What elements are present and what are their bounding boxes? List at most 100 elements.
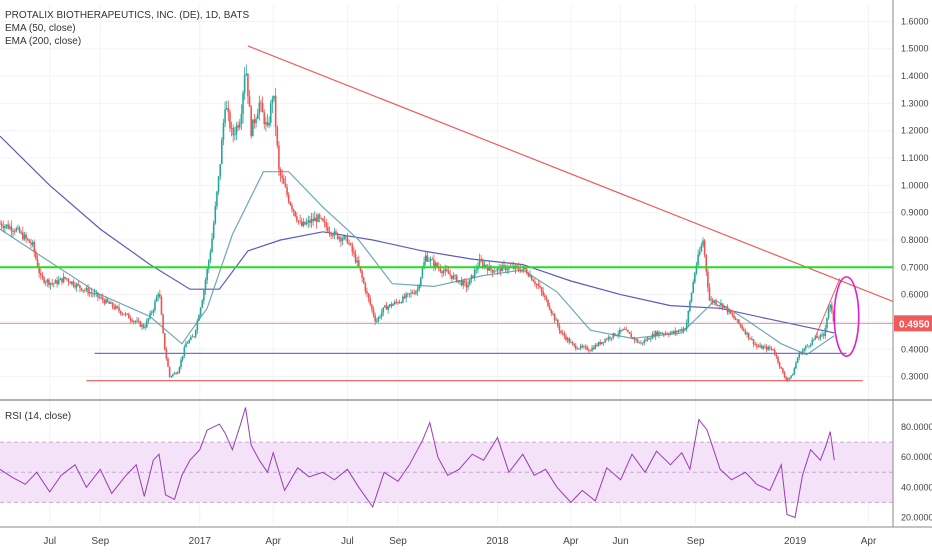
candle-body (506, 269, 509, 271)
candle-body (54, 280, 57, 284)
candle-body (522, 267, 525, 270)
candle-body (286, 187, 288, 195)
candle-body (25, 234, 27, 239)
candle-body (167, 358, 169, 367)
candle-body (217, 176, 220, 192)
candle-body (201, 300, 204, 308)
candle-body (532, 280, 535, 282)
candle-body (113, 306, 115, 309)
candle-body (129, 318, 132, 320)
candle-body (759, 345, 761, 347)
candle-body (116, 306, 119, 308)
candle-body (623, 329, 626, 330)
candle-body (612, 333, 615, 338)
candle-body (335, 231, 337, 234)
candle-body (537, 284, 540, 286)
time-tick-label: 2017 (189, 536, 212, 547)
candle-body (558, 325, 561, 331)
candle-body (131, 319, 133, 322)
highlight-ellipse (833, 276, 860, 357)
candle-body (808, 345, 810, 347)
candle-body (128, 313, 130, 319)
candle-body (207, 260, 210, 269)
candle-body (172, 374, 174, 377)
ema200-legend[interactable]: EMA (200, close) (5, 36, 82, 47)
candle-body (141, 324, 143, 327)
candle-body (692, 282, 694, 293)
candle-body (526, 269, 528, 274)
candle-body (159, 293, 161, 297)
candle-body (49, 282, 52, 285)
candle-body (209, 252, 212, 261)
time-tick-label: Jul (43, 536, 56, 547)
candle-body (196, 320, 199, 331)
candle-body (574, 345, 577, 349)
candle-body (671, 331, 673, 333)
candle-body (390, 304, 393, 306)
rsi-legend[interactable]: RSI (14, close) (5, 411, 72, 422)
candle-body (341, 239, 344, 242)
candle-body (389, 304, 391, 307)
candle-body (543, 295, 546, 298)
candle-body (738, 319, 740, 324)
candle-body (804, 346, 807, 349)
candle-body (597, 342, 600, 346)
candle-body (13, 231, 16, 233)
candle-body (194, 330, 197, 337)
candle-body (385, 305, 388, 310)
symbol-title[interactable]: PROTALIX BIOTHERAPEUTICS, INC. (DE), 1D,… (5, 10, 250, 21)
candle-body (36, 258, 39, 267)
candle-body (447, 271, 450, 275)
candle-body (178, 367, 181, 373)
candle-body (470, 275, 473, 280)
candle-body (126, 313, 129, 315)
candle-body (283, 178, 285, 184)
candle-body (617, 333, 619, 336)
candle-body (454, 275, 456, 277)
candle-body (669, 332, 672, 335)
candle-body (284, 183, 287, 188)
candle-body (540, 287, 543, 292)
candle-body (736, 319, 739, 321)
candle-body (596, 344, 598, 346)
candle-body (260, 102, 262, 104)
candle-body (98, 297, 101, 298)
candle-body (287, 194, 290, 203)
candle-body (154, 301, 156, 311)
candle-body (744, 330, 747, 335)
candle-body (307, 220, 310, 223)
candle-body (242, 92, 244, 115)
candle-body (273, 95, 275, 99)
candle-body (542, 291, 544, 296)
candle-body (105, 299, 107, 304)
candle-body (633, 337, 636, 340)
candle-body (690, 292, 693, 302)
candle-body (416, 289, 419, 292)
candle-body (224, 109, 226, 123)
candle-body (481, 261, 484, 267)
candle-body (85, 288, 88, 291)
candle-body (400, 302, 403, 304)
candle-body (294, 211, 297, 217)
price-tick-label: 1.6000 (901, 16, 929, 26)
candle-body (715, 301, 717, 305)
candle-body (380, 312, 383, 317)
candle-body (751, 339, 753, 340)
candle-body (731, 313, 734, 316)
candle-body (646, 338, 649, 341)
candle-body (764, 346, 766, 348)
candle-body (573, 343, 575, 346)
candle-body (431, 259, 434, 260)
candle-body (765, 346, 768, 350)
candle-body (147, 318, 150, 321)
candle-body (255, 118, 257, 124)
candle-body (749, 338, 752, 340)
rsi-tick-label: 40.0000 (901, 482, 932, 492)
candle-body (108, 301, 111, 304)
candle-body (604, 339, 606, 343)
ema50-legend[interactable]: EMA (50, close) (5, 23, 76, 34)
candle-body (503, 265, 505, 266)
candle-body (557, 319, 559, 326)
